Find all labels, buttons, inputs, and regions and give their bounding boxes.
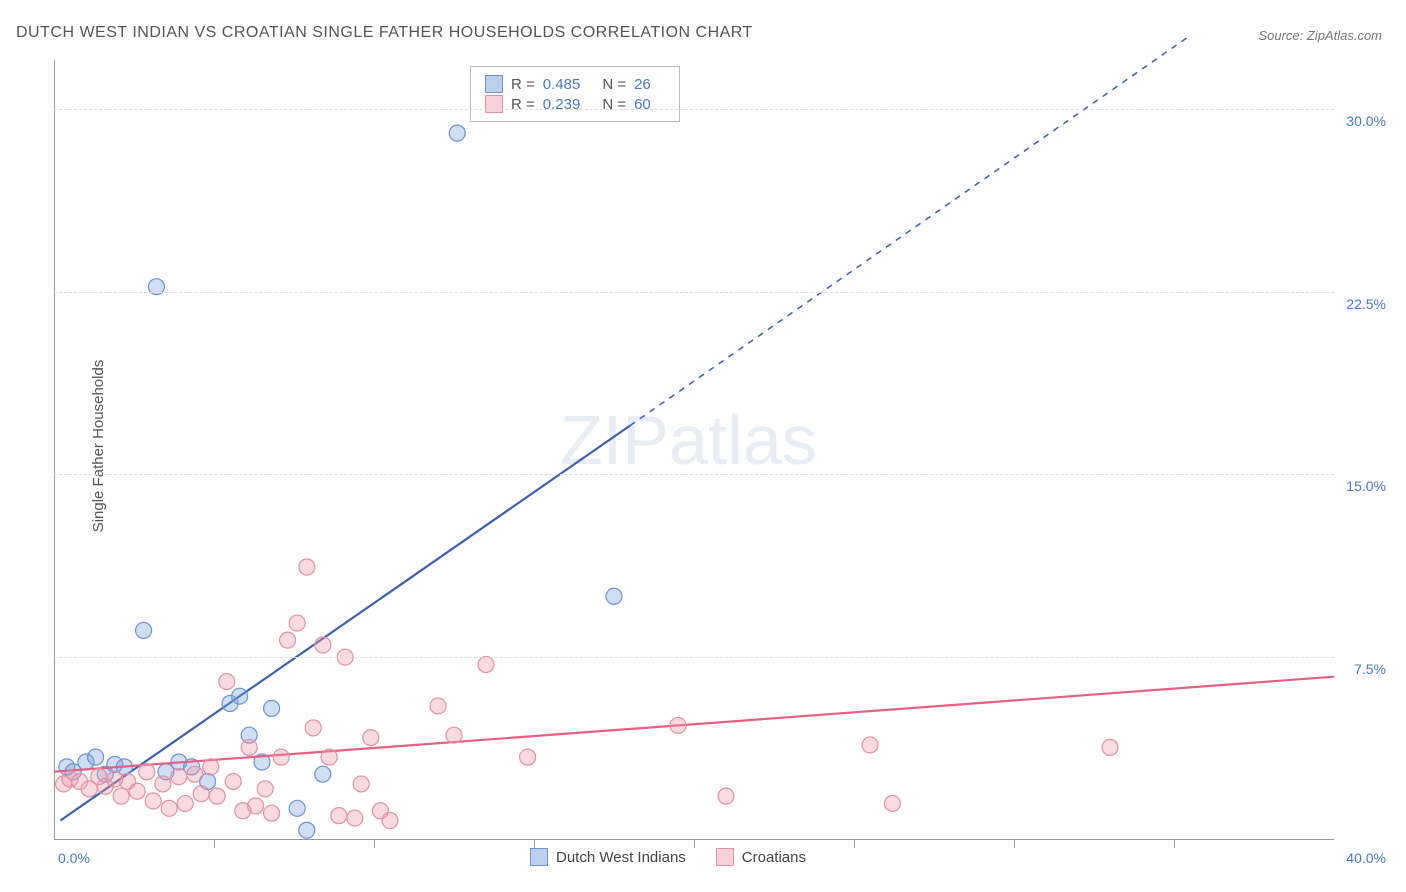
r-label: R = — [511, 96, 535, 113]
chart-title: DUTCH WEST INDIAN VS CROATIAN SINGLE FAT… — [16, 24, 753, 42]
data-point — [161, 800, 177, 816]
x-tick — [214, 840, 215, 848]
data-point — [446, 727, 462, 743]
legend-item: Dutch West Indians — [530, 848, 686, 866]
data-point — [321, 749, 337, 765]
x-tick — [534, 840, 535, 848]
data-point — [257, 781, 273, 797]
data-point — [478, 657, 494, 673]
x-tick — [1174, 840, 1175, 848]
data-point — [203, 759, 219, 775]
data-point — [88, 749, 104, 765]
data-point — [884, 795, 900, 811]
gridline-horizontal — [54, 474, 1334, 475]
data-point — [248, 798, 264, 814]
data-point — [315, 637, 331, 653]
gridline-horizontal — [54, 657, 1334, 658]
legend-stats: R = 0.485 N = 26 R = 0.239 N = 60 — [470, 66, 680, 122]
data-point — [232, 688, 248, 704]
data-point — [289, 800, 305, 816]
data-point — [136, 622, 152, 638]
r-label: R = — [511, 76, 535, 93]
data-point — [209, 788, 225, 804]
data-point — [171, 769, 187, 785]
data-point — [113, 788, 129, 804]
data-point — [129, 783, 145, 799]
legend-item: Croatians — [716, 848, 806, 866]
n-value: 60 — [634, 96, 651, 113]
data-point — [273, 749, 289, 765]
data-point — [430, 698, 446, 714]
data-point — [1102, 739, 1118, 755]
legend-swatch-blue-icon — [530, 848, 548, 866]
n-label: N = — [602, 76, 626, 93]
trend-line-dashed — [630, 36, 1190, 426]
data-point — [520, 749, 536, 765]
legend-swatch-pink-icon — [485, 95, 503, 113]
scatter-chart-svg — [54, 60, 1334, 840]
data-point — [606, 588, 622, 604]
data-point — [382, 813, 398, 829]
data-point — [353, 776, 369, 792]
x-tick — [854, 840, 855, 848]
legend-series: Dutch West Indians Croatians — [530, 848, 806, 866]
legend-label: Croatians — [742, 849, 806, 866]
data-point — [264, 805, 280, 821]
gridline-horizontal — [54, 292, 1334, 293]
gridline-horizontal — [54, 109, 1334, 110]
data-point — [347, 810, 363, 826]
y-tick-label: 22.5% — [1346, 296, 1386, 312]
legend-stats-row: R = 0.239 N = 60 — [485, 95, 665, 113]
data-point — [449, 125, 465, 141]
x-tick — [374, 840, 375, 848]
n-label: N = — [602, 96, 626, 113]
data-point — [219, 674, 235, 690]
data-point — [299, 822, 315, 838]
source-attribution: Source: ZipAtlas.com — [1258, 28, 1382, 43]
data-point — [289, 615, 305, 631]
x-tick — [694, 840, 695, 848]
x-tick — [1014, 840, 1015, 848]
data-point — [280, 632, 296, 648]
data-point — [305, 720, 321, 736]
data-point — [177, 795, 193, 811]
data-point — [155, 776, 171, 792]
legend-swatch-pink-icon — [716, 848, 734, 866]
legend-swatch-blue-icon — [485, 75, 503, 93]
y-tick-label: 7.5% — [1354, 661, 1386, 677]
n-value: 26 — [634, 76, 651, 93]
data-point — [225, 774, 241, 790]
data-point — [862, 737, 878, 753]
x-axis-min-label: 0.0% — [58, 850, 90, 866]
data-point — [363, 730, 379, 746]
data-point — [241, 739, 257, 755]
data-point — [139, 764, 155, 780]
r-value: 0.485 — [543, 76, 581, 93]
legend-stats-row: R = 0.485 N = 26 — [485, 75, 665, 93]
data-point — [670, 717, 686, 733]
y-tick-label: 15.0% — [1346, 478, 1386, 494]
data-point — [193, 786, 209, 802]
data-point — [299, 559, 315, 575]
data-point — [718, 788, 734, 804]
x-axis-max-label: 40.0% — [1346, 850, 1386, 866]
data-point — [331, 808, 347, 824]
data-point — [187, 766, 203, 782]
y-tick-label: 30.0% — [1346, 113, 1386, 129]
data-point — [315, 766, 331, 782]
data-point — [145, 793, 161, 809]
r-value: 0.239 — [543, 96, 581, 113]
legend-label: Dutch West Indians — [556, 849, 686, 866]
data-point — [264, 700, 280, 716]
